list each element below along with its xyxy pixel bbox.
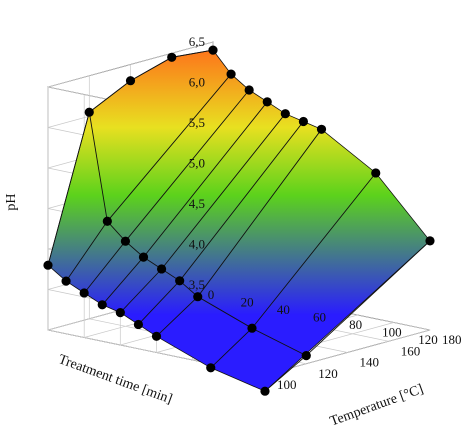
y-tick-label: 140 (360, 355, 380, 370)
x-tick-label: 20 (241, 295, 254, 310)
y-axis-title: Temperature [°C] (328, 382, 425, 430)
x-tick-label: 120 (418, 332, 438, 347)
x-tick-label: 60 (313, 310, 326, 325)
data-point (208, 45, 218, 55)
data-point (97, 300, 107, 310)
data-point (262, 97, 272, 107)
data-point (102, 216, 112, 226)
data-points (43, 45, 435, 396)
data-point (133, 319, 144, 330)
x-tick-label: 80 (349, 317, 362, 332)
data-point (175, 276, 185, 286)
data-point (151, 331, 162, 341)
data-point (193, 292, 203, 302)
z-tick-label: 5,5 (189, 115, 205, 130)
data-point (167, 52, 177, 62)
x-axis-title: Treatment time [min] (56, 352, 174, 407)
tick-labels: 3,54,04,55,05,56,06,50 20 40 60 80 100 1201001… (189, 34, 462, 392)
x-tick-label: 40 (277, 302, 290, 317)
data-point (301, 351, 311, 361)
z-tick-label: 6,5 (189, 34, 205, 49)
data-point (79, 288, 89, 298)
data-point (425, 236, 435, 246)
data-point (260, 386, 270, 396)
data-point (156, 264, 167, 274)
data-point (115, 308, 125, 318)
data-point (61, 276, 71, 286)
data-point (371, 168, 381, 178)
z-tick-label: 6,0 (189, 75, 205, 90)
data-point (226, 69, 236, 79)
data-point (120, 236, 131, 246)
data-point (298, 116, 309, 127)
z-axis-title: pH (4, 193, 19, 210)
data-point (138, 252, 149, 262)
x-tick-label: 0 (208, 287, 215, 302)
z-tick-label: 4,5 (189, 196, 205, 211)
y-tick-label: 100 (277, 377, 297, 392)
data-point (316, 124, 327, 134)
y-tick-label: 180 (442, 332, 462, 347)
data-point (280, 109, 290, 119)
data-point (84, 107, 94, 117)
data-point (43, 260, 53, 270)
x-tick-label: 100 (382, 325, 402, 340)
z-tick-label: 5,0 (189, 156, 205, 171)
y-tick-label: 120 (318, 366, 338, 381)
y-tick-label: 160 (401, 343, 421, 358)
z-tick-label: 4,0 (189, 237, 205, 252)
data-point (125, 76, 136, 86)
z-tick-label: 3,5 (189, 277, 205, 292)
data-point (244, 85, 254, 95)
data-point (206, 363, 216, 373)
data-point (247, 323, 257, 333)
gridline-temperature (47, 87, 266, 376)
